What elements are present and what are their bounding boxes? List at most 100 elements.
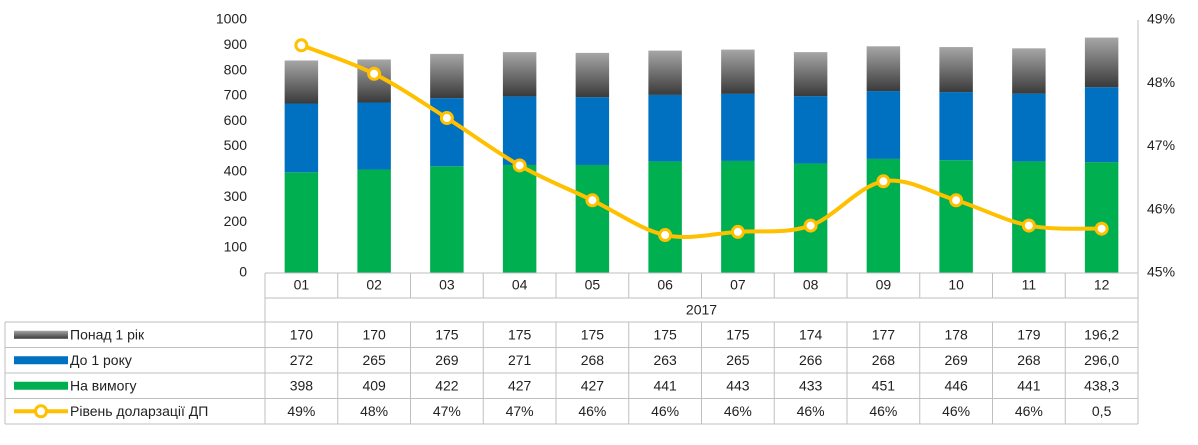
bar-segment [284, 172, 319, 273]
bar-segment [648, 50, 682, 95]
bar-segment [648, 94, 682, 162]
year-label: 2017 [686, 302, 717, 318]
bar-segment [1084, 87, 1119, 163]
table-value: 196,2 [1084, 326, 1119, 342]
x-tick-label: 06 [657, 277, 673, 293]
legend-label: Понад 1 рік [70, 326, 145, 342]
line-series [300, 43, 1102, 239]
table-value: 46% [1015, 403, 1043, 419]
table-value: 268 [872, 352, 896, 368]
bar-segment [721, 93, 755, 161]
table-value: 175 [508, 326, 532, 342]
table-value: 46% [578, 403, 606, 419]
bar-segment [502, 96, 537, 165]
table-value: 443 [726, 377, 750, 393]
bar-segment [575, 97, 610, 165]
bar-segment [502, 52, 537, 97]
table-value: 49% [287, 403, 315, 419]
bar-segment [284, 103, 319, 173]
bar-segment [575, 164, 610, 273]
bar-segment [284, 60, 319, 104]
legend-marker [34, 404, 48, 419]
table-value: 47% [506, 403, 534, 419]
table-value: 265 [726, 352, 750, 368]
line-marker [949, 193, 964, 208]
x-tick-label: 02 [366, 277, 382, 293]
table-value: 177 [872, 326, 896, 342]
line-marker [294, 38, 309, 53]
table-value: 441 [1017, 377, 1041, 393]
line-marker [1021, 218, 1036, 233]
line-marker [367, 66, 382, 81]
table-value: 422 [435, 377, 459, 393]
bar-segment [1012, 48, 1046, 94]
line-marker [803, 218, 818, 233]
bar-segment [793, 96, 828, 164]
table-value: 409 [362, 377, 386, 393]
x-tick-label: 08 [803, 277, 819, 293]
y2-tick-label: 48% [1147, 74, 1175, 90]
x-tick-label: 07 [730, 277, 746, 293]
x-tick-label: 01 [294, 277, 310, 293]
table-value: 269 [944, 352, 968, 368]
table-value: 175 [435, 326, 459, 342]
table-value: 175 [581, 326, 605, 342]
line-marker [1094, 221, 1109, 236]
y-tick-label: 100 [224, 238, 248, 254]
y-tick-label: 300 [224, 188, 248, 204]
table-value: 438,3 [1084, 377, 1119, 393]
table-value: 46% [651, 403, 679, 419]
table-value: 175 [726, 326, 750, 342]
table-value: 46% [724, 403, 752, 419]
line-marker [585, 193, 600, 208]
table-value: 427 [581, 377, 605, 393]
table-value: 170 [362, 326, 386, 342]
table-value: 178 [944, 326, 968, 342]
bar-segment [357, 169, 391, 273]
table-value: 296,0 [1084, 352, 1119, 368]
bar-segment [1012, 93, 1046, 162]
bar-segment [721, 49, 755, 94]
bar-segment [939, 160, 973, 273]
table-value: 265 [362, 352, 386, 368]
y-tick-label: 400 [224, 163, 248, 179]
bar-segment [866, 46, 901, 92]
table-value: 451 [872, 377, 896, 393]
bar-segment [1084, 37, 1119, 88]
legend-swatch [14, 356, 68, 365]
table-value: 47% [433, 403, 461, 419]
table-value: 46% [942, 403, 970, 419]
line-marker [730, 224, 745, 239]
table-value: 271 [508, 352, 532, 368]
table-value: 427 [508, 377, 532, 393]
bar-segment [793, 52, 828, 97]
x-tick-label: 09 [876, 277, 892, 293]
y2-tick-label: 46% [1147, 200, 1175, 216]
y-tick-label: 900 [224, 36, 248, 52]
table-value: 269 [435, 352, 459, 368]
bar-segment [939, 47, 973, 93]
bar-segment [648, 161, 682, 273]
y2-tick-label: 47% [1147, 137, 1175, 153]
bar-segment [1084, 162, 1119, 273]
table-value: 433 [799, 377, 823, 393]
table-value: 175 [653, 326, 677, 342]
table-value: 266 [799, 352, 823, 368]
bar-segment [939, 92, 973, 161]
table-value: 46% [797, 403, 825, 419]
table-value: 398 [290, 377, 314, 393]
table-value: 446 [944, 377, 968, 393]
bar-segment [866, 91, 901, 159]
y2-tick-label: 45% [1147, 264, 1175, 280]
y-tick-label: 0 [239, 264, 247, 280]
bar-segment [357, 102, 391, 170]
legend-swatch [14, 381, 68, 390]
table-value: 0,5 [1092, 403, 1112, 419]
line-marker [512, 158, 527, 173]
bar-segment [575, 52, 610, 98]
y-tick-label: 200 [224, 213, 248, 229]
table-value: 46% [869, 403, 897, 419]
table-value: 263 [653, 352, 677, 368]
line-marker [658, 228, 673, 243]
